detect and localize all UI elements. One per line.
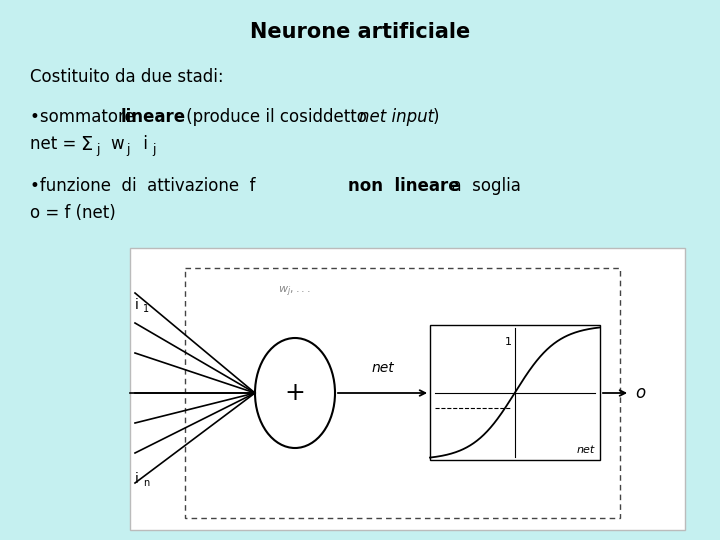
Text: net input: net input (359, 108, 434, 126)
Text: j: j (96, 143, 99, 156)
Ellipse shape (255, 338, 335, 448)
Text: net =: net = (30, 135, 81, 153)
Text: 1: 1 (143, 304, 149, 314)
Text: ): ) (433, 108, 439, 126)
Bar (430, 325, 600, 460)
Text: Neurone artificiale: Neurone artificiale (250, 22, 470, 42)
Text: Σ: Σ (80, 135, 92, 154)
Text: •funzione  di  attivazione  f: •funzione di attivazione f (30, 177, 266, 195)
Text: n: n (143, 478, 149, 488)
Text: i: i (135, 298, 139, 312)
Text: •sommatore: •sommatore (30, 108, 140, 126)
Text: (produce il cosiddetto: (produce il cosiddetto (181, 108, 372, 126)
Text: net: net (371, 361, 394, 375)
Text: o = f (net): o = f (net) (30, 204, 116, 222)
Bar (130, 248, 685, 530)
Text: +: + (284, 381, 305, 405)
Text: j: j (126, 143, 130, 156)
Text: non  lineare: non lineare (348, 177, 459, 195)
Text: 1: 1 (505, 337, 512, 347)
Text: j: j (152, 143, 156, 156)
Text: o: o (635, 384, 645, 402)
Text: net: net (577, 445, 595, 455)
Bar (185, 268, 620, 518)
Text: $w_j, ...$: $w_j, ...$ (279, 285, 312, 299)
Text: Costituito da due stadi:: Costituito da due stadi: (30, 68, 224, 86)
Text: a  soglia: a soglia (441, 177, 521, 195)
Text: w: w (110, 135, 124, 153)
Text: i: i (135, 472, 139, 486)
Text: lineare: lineare (121, 108, 186, 126)
Text: i: i (138, 135, 148, 153)
